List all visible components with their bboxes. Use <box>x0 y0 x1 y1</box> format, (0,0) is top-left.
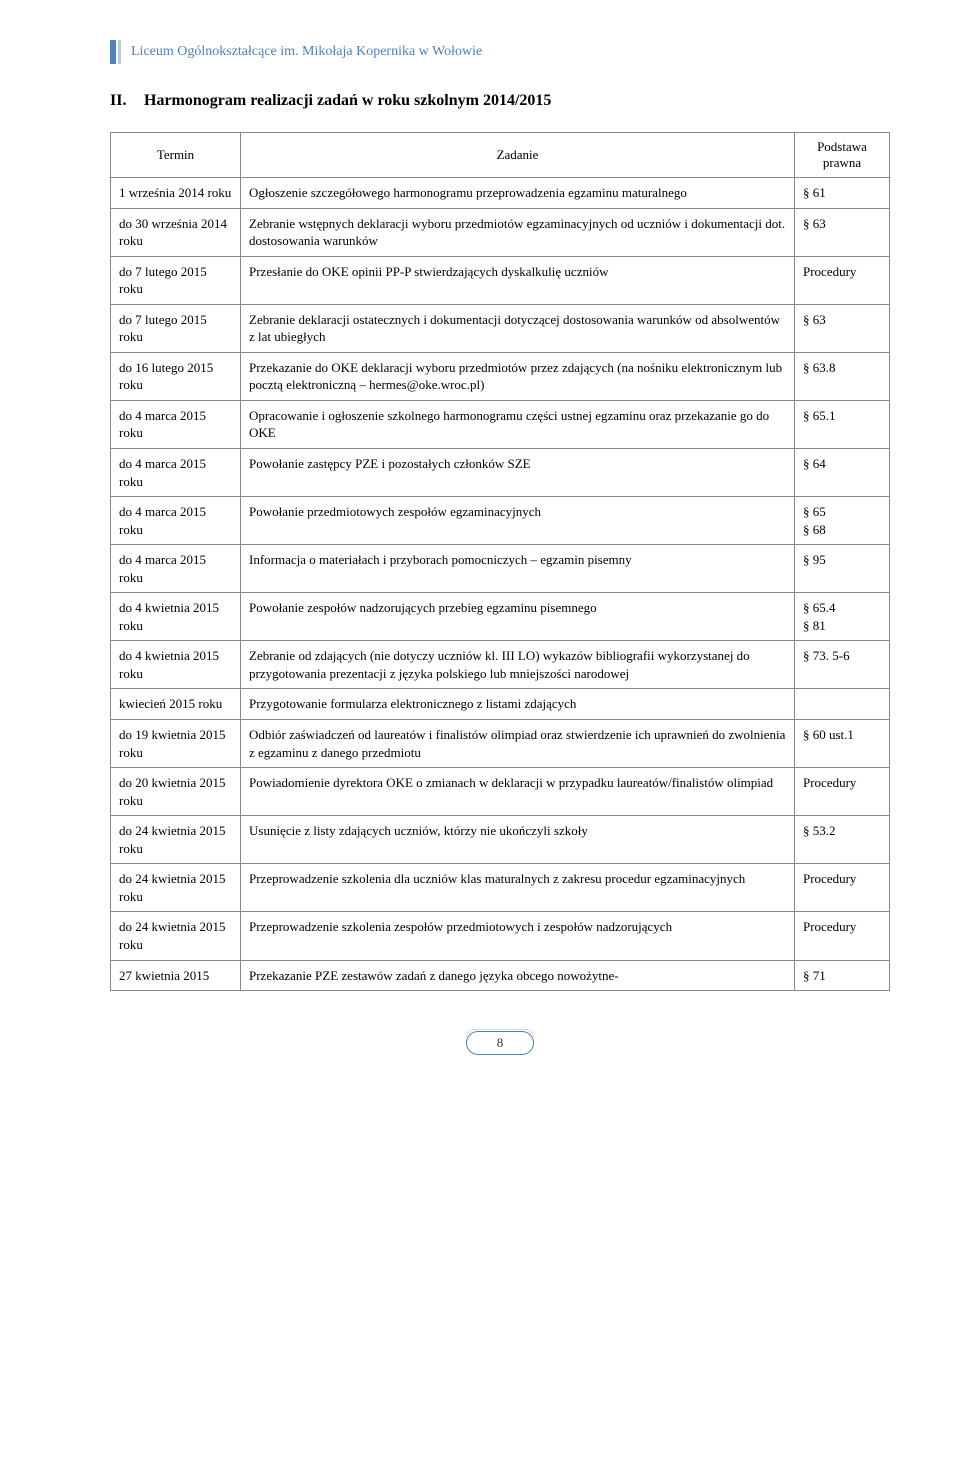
cell-termin: do 20 kwietnia 2015 roku <box>111 768 241 816</box>
section-number: II. <box>110 92 140 110</box>
cell-podstawa: § 60 ust.1 <box>795 720 890 768</box>
cell-zadanie: Informacja o materiałach i przyborach po… <box>241 545 795 593</box>
table-row: do 24 kwietnia 2015 rokuPrzeprowadzenie … <box>111 912 890 960</box>
table-row: do 4 marca 2015 rokuOpracowanie i ogłosz… <box>111 400 890 448</box>
cell-termin: do 4 kwietnia 2015 roku <box>111 593 241 641</box>
cell-termin: 27 kwietnia 2015 <box>111 960 241 991</box>
table-row: 27 kwietnia 2015Przekazanie PZE zestawów… <box>111 960 890 991</box>
table-row: do 19 kwietnia 2015 rokuOdbiór zaświadcz… <box>111 720 890 768</box>
cell-zadanie: Opracowanie i ogłoszenie szkolnego harmo… <box>241 400 795 448</box>
table-row: do 20 kwietnia 2015 rokuPowiadomienie dy… <box>111 768 890 816</box>
cell-zadanie: Zebranie od zdających (nie dotyczy uczni… <box>241 641 795 689</box>
cell-termin: 1 września 2014 roku <box>111 178 241 209</box>
table-row: do 30 września 2014 rokuZebranie wstępny… <box>111 208 890 256</box>
cell-podstawa: § 63.8 <box>795 352 890 400</box>
cell-podstawa <box>795 689 890 720</box>
cell-termin: do 4 marca 2015 roku <box>111 449 241 497</box>
table-row: do 4 kwietnia 2015 rokuPowołanie zespołó… <box>111 593 890 641</box>
table-row: do 4 marca 2015 rokuPowołanie przedmioto… <box>111 497 890 545</box>
cell-zadanie: Zebranie deklaracji ostatecznych i dokum… <box>241 304 795 352</box>
cell-zadanie: Powołanie zespołów nadzorujących przebie… <box>241 593 795 641</box>
cell-zadanie: Powołanie zastępcy PZE i pozostałych czł… <box>241 449 795 497</box>
cell-podstawa: § 63 <box>795 208 890 256</box>
table-row: do 24 kwietnia 2015 rokuPrzeprowadzenie … <box>111 864 890 912</box>
cell-podstawa: § 61 <box>795 178 890 209</box>
table-row: do 16 lutego 2015 rokuPrzekazanie do OKE… <box>111 352 890 400</box>
cell-podstawa: Procedury <box>795 912 890 960</box>
page-header: Liceum Ogólnokształcące im. Mikołaja Kop… <box>110 40 890 64</box>
cell-termin: do 19 kwietnia 2015 roku <box>111 720 241 768</box>
table-row: do 4 kwietnia 2015 rokuZebranie od zdają… <box>111 641 890 689</box>
cell-zadanie: Przekazanie do OKE deklaracji wyboru prz… <box>241 352 795 400</box>
cell-termin: do 4 marca 2015 roku <box>111 497 241 545</box>
cell-podstawa: Procedury <box>795 256 890 304</box>
col-header-podstawa: Podstawa prawna <box>795 133 890 178</box>
cell-zadanie: Odbiór zaświadczeń od laureatów i finali… <box>241 720 795 768</box>
header-accent-bar-thin <box>118 40 121 64</box>
cell-termin: do 4 kwietnia 2015 roku <box>111 641 241 689</box>
table-row: do 24 kwietnia 2015 rokuUsunięcie z list… <box>111 816 890 864</box>
cell-podstawa: § 65.4§ 81 <box>795 593 890 641</box>
schedule-table: Termin Zadanie Podstawa prawna 1 wrześni… <box>110 132 890 991</box>
cell-podstawa: Procedury <box>795 768 890 816</box>
cell-zadanie: Powiadomienie dyrektora OKE o zmianach w… <box>241 768 795 816</box>
cell-termin: do 4 marca 2015 roku <box>111 545 241 593</box>
col-header-zadanie: Zadanie <box>241 133 795 178</box>
cell-termin: do 24 kwietnia 2015 roku <box>111 912 241 960</box>
cell-podstawa: § 65.1 <box>795 400 890 448</box>
table-row: do 4 marca 2015 rokuPowołanie zastępcy P… <box>111 449 890 497</box>
page-footer: 8 <box>110 1031 890 1055</box>
section-title-text: Harmonogram realizacji zadań w roku szko… <box>144 92 551 109</box>
cell-podstawa: § 53.2 <box>795 816 890 864</box>
cell-podstawa: § 63 <box>795 304 890 352</box>
cell-podstawa: § 65§ 68 <box>795 497 890 545</box>
cell-termin: do 24 kwietnia 2015 roku <box>111 864 241 912</box>
table-row: kwiecień 2015 rokuPrzygotowanie formular… <box>111 689 890 720</box>
cell-zadanie: Przeprowadzenie szkolenia zespołów przed… <box>241 912 795 960</box>
table-header-row: Termin Zadanie Podstawa prawna <box>111 133 890 178</box>
cell-zadanie: Przekazanie PZE zestawów zadań z danego … <box>241 960 795 991</box>
cell-podstawa: § 64 <box>795 449 890 497</box>
cell-zadanie: Powołanie przedmiotowych zespołów egzami… <box>241 497 795 545</box>
cell-termin: do 16 lutego 2015 roku <box>111 352 241 400</box>
cell-zadanie: Ogłoszenie szczegółowego harmonogramu pr… <box>241 178 795 209</box>
cell-termin: do 30 września 2014 roku <box>111 208 241 256</box>
cell-termin: do 7 lutego 2015 roku <box>111 304 241 352</box>
cell-zadanie: Zebranie wstępnych deklaracji wyboru prz… <box>241 208 795 256</box>
cell-zadanie: Przesłanie do OKE opinii PP-P stwierdzaj… <box>241 256 795 304</box>
header-accent-bar <box>110 40 116 64</box>
cell-termin: do 7 lutego 2015 roku <box>111 256 241 304</box>
table-row: do 4 marca 2015 rokuInformacja o materia… <box>111 545 890 593</box>
school-name: Liceum Ogólnokształcące im. Mikołaja Kop… <box>131 40 482 64</box>
cell-podstawa: Procedury <box>795 864 890 912</box>
cell-termin: do 4 marca 2015 roku <box>111 400 241 448</box>
col-header-termin: Termin <box>111 133 241 178</box>
page-number: 8 <box>466 1031 535 1055</box>
cell-podstawa: § 71 <box>795 960 890 991</box>
table-row: do 7 lutego 2015 rokuZebranie deklaracji… <box>111 304 890 352</box>
cell-zadanie: Przygotowanie formularza elektronicznego… <box>241 689 795 720</box>
table-row: do 7 lutego 2015 rokuPrzesłanie do OKE o… <box>111 256 890 304</box>
cell-termin: kwiecień 2015 roku <box>111 689 241 720</box>
section-heading: II. Harmonogram realizacji zadań w roku … <box>110 92 890 110</box>
cell-podstawa: § 73. 5-6 <box>795 641 890 689</box>
cell-termin: do 24 kwietnia 2015 roku <box>111 816 241 864</box>
cell-zadanie: Przeprowadzenie szkolenia dla uczniów kl… <box>241 864 795 912</box>
table-row: 1 września 2014 rokuOgłoszenie szczegóło… <box>111 178 890 209</box>
cell-zadanie: Usunięcie z listy zdających uczniów, któ… <box>241 816 795 864</box>
cell-podstawa: § 95 <box>795 545 890 593</box>
